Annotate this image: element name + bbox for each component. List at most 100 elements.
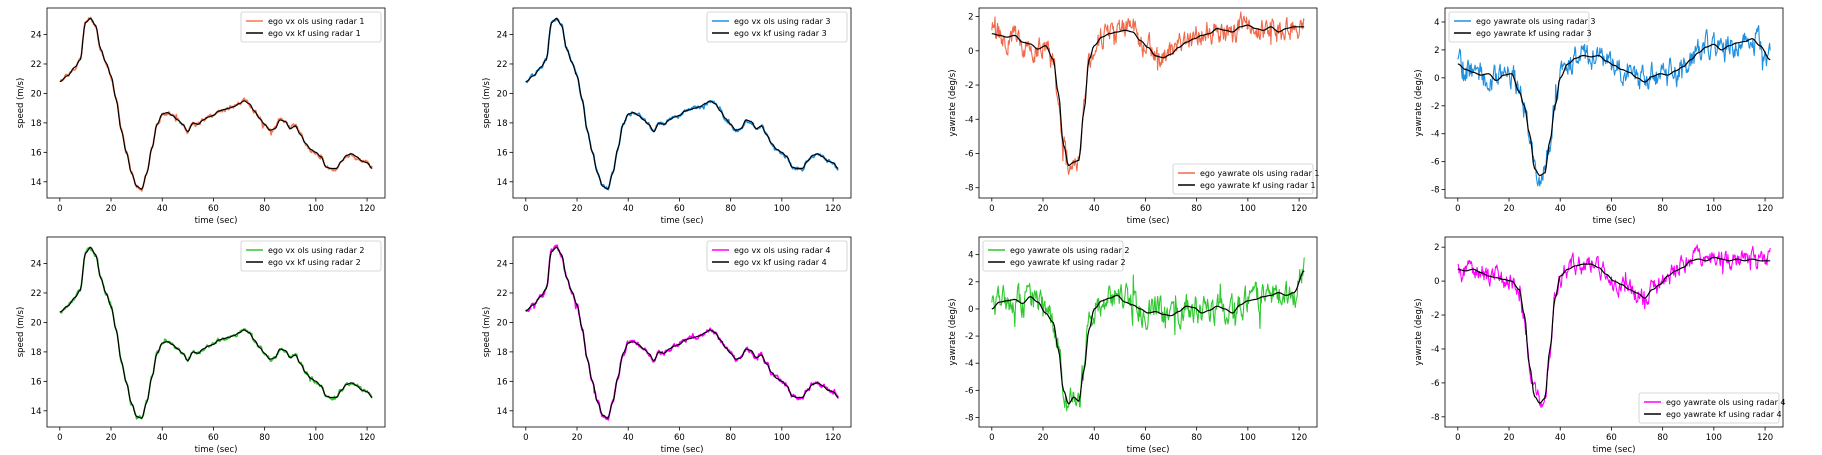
y-tick-label: 16: [497, 377, 508, 387]
y-axis-label: yawrate (deg/s): [1414, 69, 1424, 136]
x-axis-label: time (sec): [1593, 445, 1636, 455]
y-tick-label: -6: [1431, 158, 1439, 168]
y-tick-label: 22: [31, 60, 42, 70]
series-line-kf: [991, 270, 1305, 405]
x-axis-label: time (sec): [195, 445, 238, 455]
y-tick-label: -8: [1431, 186, 1439, 196]
x-tick-label: 0: [1455, 204, 1460, 214]
x-tick-label: 120: [1291, 204, 1307, 214]
x-tick-label: 20: [106, 433, 117, 443]
x-tick-label: 60: [1606, 433, 1617, 443]
x-axis-label: time (sec): [1127, 445, 1170, 455]
series-line-kf: [59, 17, 373, 190]
legend-entry: ego vx kf using radar 1: [268, 29, 361, 38]
x-axis-label: time (sec): [1127, 216, 1170, 226]
y-axis-label: speed (m/s): [16, 78, 26, 129]
legend-entry: ego yawrate ols using radar 4: [1666, 398, 1785, 407]
legend-entry: ego vx kf using radar 2: [268, 258, 361, 267]
x-tick-label: 80: [725, 433, 736, 443]
y-tick-label: 14: [31, 407, 42, 417]
y-tick-label: 24: [31, 31, 42, 41]
y-tick-label: -8: [965, 414, 973, 424]
y-tick-label: 2: [968, 278, 973, 288]
legend-entry: ego yawrate kf using radar 4: [1666, 410, 1782, 419]
y-tick-label: 22: [497, 289, 508, 299]
series-line-kf: [525, 17, 839, 190]
x-tick-label: 120: [825, 204, 841, 214]
y-tick-label: 14: [497, 407, 508, 417]
x-tick-label: 80: [725, 204, 736, 214]
y-tick-label: 20: [31, 89, 42, 99]
x-tick-label: 0: [523, 204, 528, 214]
x-tick-label: 20: [572, 433, 583, 443]
x-axis-label: time (sec): [661, 445, 704, 455]
y-tick-label: -2: [965, 81, 973, 91]
y-tick-label: -2: [1431, 102, 1439, 112]
y-tick-label: 2: [1434, 243, 1439, 253]
x-tick-label: 80: [259, 433, 270, 443]
y-tick-label: 20: [497, 318, 508, 328]
y-tick-label: -6: [1431, 379, 1439, 389]
x-tick-label: 100: [1240, 433, 1256, 443]
x-tick-label: 0: [523, 433, 528, 443]
series-line-ols: [991, 11, 1305, 175]
y-tick-label: -8: [965, 184, 973, 194]
series-line-kf: [525, 246, 839, 419]
series-line-kf: [1457, 38, 1771, 177]
x-tick-label: 0: [989, 433, 994, 443]
x-tick-label: 60: [208, 433, 219, 443]
x-tick-label: 120: [825, 433, 841, 443]
x-tick-label: 100: [308, 433, 324, 443]
y-axis-label: speed (m/s): [482, 307, 492, 358]
y-tick-label: 0: [1434, 74, 1439, 84]
legend-entry: ego vx ols using radar 4: [734, 246, 831, 255]
x-tick-label: 0: [989, 204, 994, 214]
legend-entry: ego yawrate kf using radar 2: [1010, 258, 1126, 267]
axes-frame: [978, 7, 1318, 199]
x-tick-label: 20: [572, 204, 583, 214]
x-tick-label: 40: [1555, 433, 1566, 443]
x-axis-label: time (sec): [195, 216, 238, 226]
y-tick-label: 4: [968, 251, 973, 261]
x-axis-label: time (sec): [1593, 216, 1636, 226]
x-tick-label: 100: [1706, 433, 1722, 443]
subplot-0-0: 0 20 40 60 80 100 120 14 16 18 20 22 24 time (sec) spe…: [16, 7, 386, 226]
x-tick-label: 120: [359, 433, 375, 443]
y-tick-label: -2: [1431, 311, 1439, 321]
x-tick-label: 20: [1038, 433, 1049, 443]
x-tick-label: 80: [1191, 204, 1202, 214]
y-tick-label: 16: [31, 148, 42, 158]
y-tick-label: 20: [497, 89, 508, 99]
legend-entry: ego vx ols using radar 1: [268, 17, 365, 26]
series-line-ols: [1457, 25, 1771, 187]
y-tick-label: 22: [497, 60, 508, 70]
legend-entry: ego yawrate kf using radar 1: [1200, 181, 1316, 190]
subplot-1-1: 0 20 40 60 80 100 120 14 16 18 20 22 24 time (sec) spe…: [482, 236, 852, 455]
x-tick-label: 120: [1757, 433, 1773, 443]
legend: ego vx ols using radar 1 ego vx kf using …: [240, 11, 382, 43]
x-tick-label: 120: [1291, 433, 1307, 443]
subplot-1-0: 0 20 40 60 80 100 120 14 16 18 20 22 24 time (sec) spe…: [16, 236, 386, 455]
legend-entry: ego yawrate kf using radar 3: [1476, 29, 1592, 38]
x-tick-label: 60: [674, 204, 685, 214]
axes-frame: [512, 7, 852, 199]
axes-frame: [46, 7, 386, 199]
x-tick-label: 20: [106, 204, 117, 214]
legend: ego yawrate ols using radar 4 ego yawrate…: [1638, 392, 1785, 424]
legend: ego vx ols using radar 3 ego vx kf using …: [706, 11, 848, 43]
y-axis-label: yawrate (deg/s): [948, 298, 958, 365]
legend-entry: ego vx ols using radar 3: [734, 17, 831, 26]
subplot-1-2: 0 20 40 60 80 100 120 -8 -6 -4 -2 0 2 4 time (sec) yawr…: [948, 236, 1318, 455]
y-tick-label: 20: [31, 318, 42, 328]
y-tick-label: 16: [31, 377, 42, 387]
y-tick-label: 14: [31, 178, 42, 188]
legend-entry: ego vx kf using radar 3: [734, 29, 827, 38]
x-tick-label: 20: [1504, 433, 1515, 443]
y-tick-label: 18: [31, 348, 42, 358]
series-line-ols: [59, 246, 373, 420]
x-tick-label: 40: [623, 204, 634, 214]
x-tick-label: 20: [1504, 204, 1515, 214]
x-tick-label: 60: [1606, 204, 1617, 214]
y-tick-label: 0: [1434, 277, 1439, 287]
